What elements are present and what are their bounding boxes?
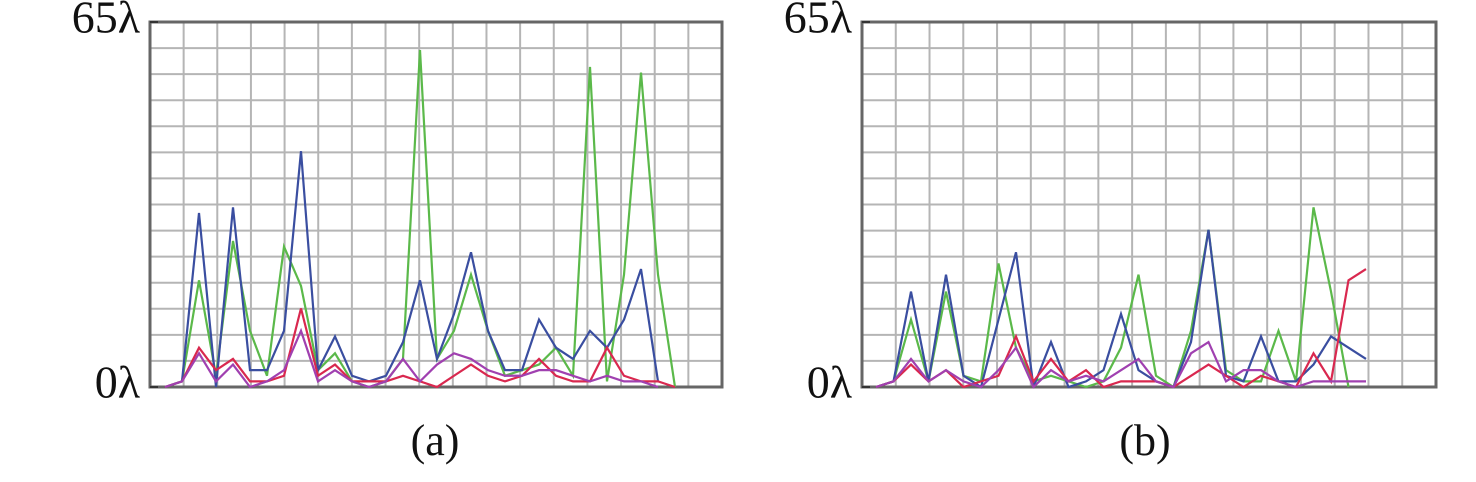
y-tick-label: 0λ [807,357,853,408]
plot-frame [860,20,1438,389]
y-tick-label: 65λ [784,0,853,43]
data-line [875,229,1367,389]
data-line [164,50,677,389]
data-line [875,340,1366,389]
data-line [164,327,659,389]
data-line [164,151,660,389]
caption: (b) [1119,416,1170,465]
caption: (a) [411,416,460,465]
y-tick-label: 65λ [72,0,141,43]
y-tick-label: 0λ [95,357,141,408]
